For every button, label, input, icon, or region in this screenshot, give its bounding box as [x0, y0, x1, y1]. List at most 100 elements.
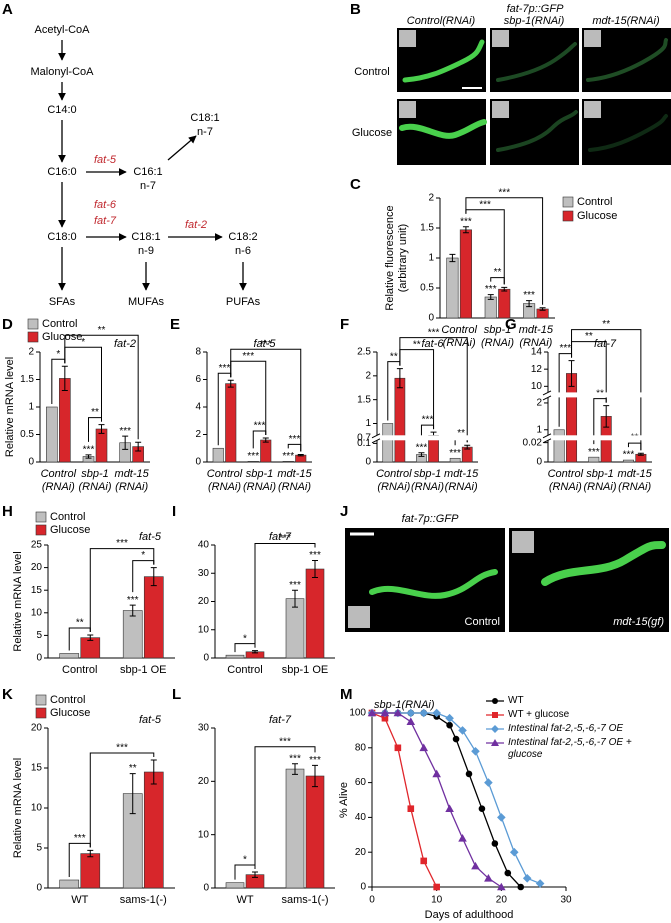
- bar: [498, 288, 511, 319]
- y-tick-label: 0: [360, 882, 366, 893]
- error-bar: [87, 849, 94, 858]
- bracket: [399, 337, 468, 443]
- point: [471, 746, 480, 756]
- significance: **: [457, 428, 465, 439]
- y-axis-label: Relative mRNA level: [4, 357, 16, 457]
- worm: [402, 39, 485, 83]
- y-tick-label: 100: [349, 708, 366, 719]
- bracket: [89, 752, 155, 848]
- point: [504, 869, 512, 877]
- point: [433, 883, 440, 891]
- y-tick-label: 20: [355, 847, 367, 858]
- panel-label: G: [505, 316, 517, 333]
- error-bar: [122, 435, 129, 450]
- chart-title: fat-5: [139, 714, 162, 726]
- x-tick-label: (RNAi): [411, 481, 444, 493]
- legend-swatch: [35, 694, 47, 706]
- error-bar: [526, 300, 533, 308]
- x-tick-label: sbp-1: [81, 468, 109, 480]
- x-tick-label: (RNAi): [519, 337, 552, 349]
- point: [458, 833, 467, 842]
- bar: [553, 429, 565, 463]
- row-label: Control: [354, 66, 389, 78]
- point: [432, 708, 441, 718]
- bracket: [571, 329, 642, 451]
- inset: [399, 101, 416, 118]
- significance: *: [141, 550, 145, 561]
- significance: ***: [485, 284, 497, 295]
- node: C16:1: [133, 166, 162, 178]
- legend-label: Intestinal fat-2,-5,-6,-7 OE + glucose: [508, 737, 632, 760]
- legend-label: Control: [577, 196, 612, 208]
- worm: [496, 42, 577, 82]
- error-bar: [501, 286, 508, 292]
- point: [432, 769, 441, 778]
- x-tick-label: (RNAi): [445, 481, 478, 493]
- y-tick-label: 0: [536, 457, 542, 468]
- inset: [584, 30, 601, 47]
- y-tick-label: 0.02: [523, 437, 543, 448]
- bracket: [254, 746, 316, 869]
- significance: ***: [116, 538, 128, 549]
- bar: [225, 383, 237, 463]
- legend-swatch: [35, 524, 47, 536]
- inset: [512, 531, 534, 553]
- point: [497, 882, 506, 891]
- column-label: mdt-15(RNAi): [592, 15, 660, 27]
- bar: [260, 439, 272, 463]
- error-bar: [150, 759, 157, 785]
- significance: ***: [428, 327, 440, 338]
- y-tick-label: 25: [31, 540, 43, 551]
- bar: [285, 768, 305, 889]
- bar: [212, 447, 224, 463]
- y-tick-label: 2: [195, 429, 201, 440]
- point: [478, 805, 486, 812]
- legend-swatch: [27, 331, 39, 343]
- column-label: sbp-1(RNAi): [504, 15, 565, 27]
- panel-label: E: [170, 316, 180, 333]
- significance: ***: [479, 199, 491, 210]
- x-tick-label: Control: [41, 468, 77, 480]
- point: [419, 743, 429, 752]
- point: [406, 708, 416, 718]
- error-bar: [135, 441, 142, 452]
- x-tick-label: Control: [376, 468, 412, 480]
- bar: [382, 423, 394, 463]
- point: [535, 879, 545, 888]
- bar: [247, 461, 259, 463]
- y-tick-label: 0: [28, 457, 34, 468]
- significance: ***: [83, 444, 95, 455]
- x-tick-label: (RNAi): [584, 481, 617, 493]
- point: [465, 770, 473, 778]
- axis-break: [543, 435, 652, 441]
- significance: ***: [289, 434, 301, 445]
- image-title: fat-7p::GFP: [507, 3, 565, 15]
- panel-label: H: [2, 503, 13, 520]
- y-tick-label: 30: [198, 723, 210, 734]
- legend-label: Glucose: [50, 524, 90, 536]
- image-label: Control: [465, 616, 500, 628]
- x-tick-label: (RNAi): [481, 337, 514, 349]
- bar: [143, 771, 164, 889]
- x-tick-label: (RNAi): [243, 481, 276, 493]
- significance: ***: [309, 550, 321, 561]
- y-tick-label: 1.5: [357, 394, 371, 405]
- error-bar: [150, 567, 157, 587]
- significance: **: [494, 267, 502, 278]
- legend-marker: [486, 698, 504, 704]
- node: C18:2: [228, 231, 257, 243]
- panel-label: C: [350, 176, 361, 193]
- y-tick-label: 10: [31, 607, 43, 618]
- significance: ***: [254, 421, 266, 432]
- y-axis-label: (arbitrary unit): [397, 224, 409, 292]
- y-tick-label: 4: [195, 402, 201, 413]
- chart-title: fat-7: [594, 338, 617, 350]
- legend-swatch: [35, 707, 47, 719]
- arrow: [167, 135, 197, 161]
- point: [452, 735, 460, 743]
- axis-break-mark: [371, 433, 381, 444]
- node: C16:0: [47, 166, 76, 178]
- node: SFAs: [49, 296, 76, 308]
- y-tick-label: 1.5: [20, 374, 34, 385]
